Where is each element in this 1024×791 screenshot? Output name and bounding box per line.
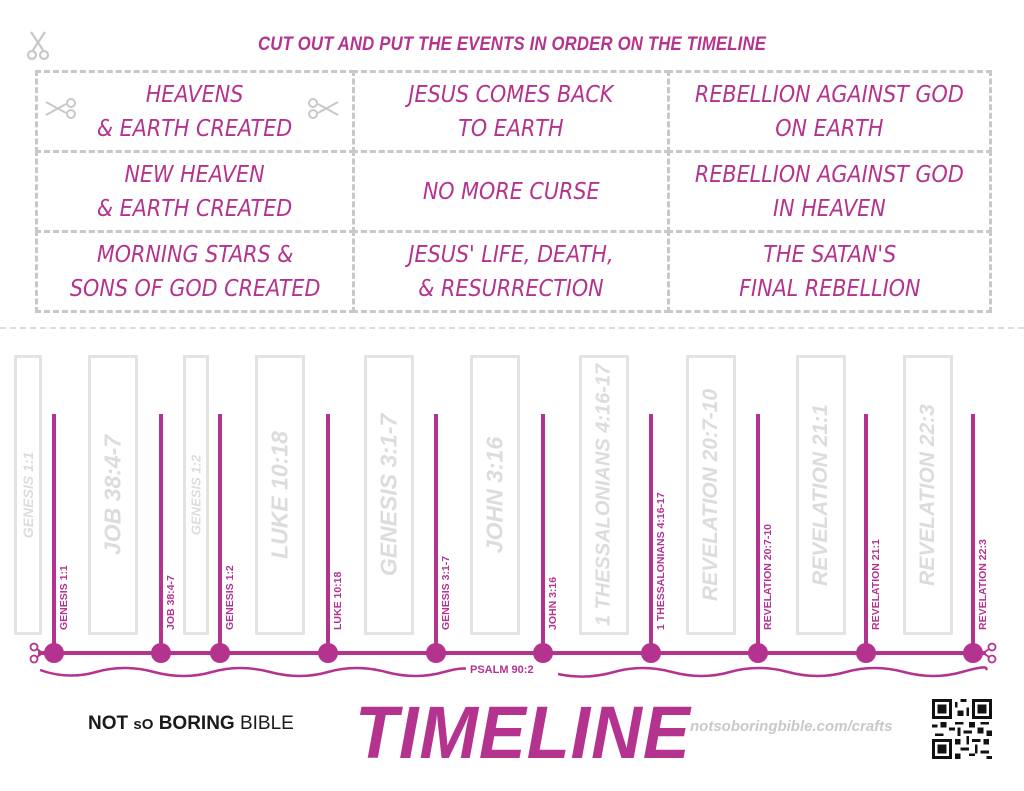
ghost-slot: GENESIS 1:2 [183, 355, 209, 635]
event-card[interactable]: JESUS' LIFE, DEATH, & RESURRECTION [352, 230, 670, 313]
ghost-slot-label: 1 THESSALONIANS 4:16-17 [592, 363, 615, 627]
timeline-ref: GENESIS 3:1-7 [440, 555, 452, 630]
ghost-slot-label: JOHN 3:16 [481, 436, 508, 554]
timeline-dot [426, 643, 446, 663]
psalm-ref: PSALM 90:2 [466, 664, 538, 676]
ghost-slot: REVELATION 22:3 [903, 355, 953, 635]
ghost-slot-label: LUKE 10:18 [266, 431, 293, 559]
instruction-heading: CUT OUT AND PUT THE EVENTS IN ORDER ON T… [257, 34, 767, 55]
event-card-label: NO MORE CURSE [422, 178, 600, 205]
eternity-wave [39, 666, 988, 678]
timeline-ref: REVELATION 21:1 [870, 539, 882, 630]
event-card[interactable]: REBELLION AGAINST GOD ON EARTH [667, 70, 992, 153]
event-card[interactable]: THE SATAN'S FINAL REBELLION [667, 230, 992, 313]
timeline-ref: REVELATION 20:7-10 [762, 524, 774, 630]
ghost-slot: REVELATION 20:7-10 [686, 355, 736, 635]
brand-logo: NOT sO BORING BIBLE [88, 713, 294, 735]
timeline-dot [44, 643, 64, 663]
event-card-label: JESUS' LIFE, DEATH, & RESURRECTION [408, 241, 614, 302]
timeline-dot [533, 643, 553, 663]
brand-not: NOT [88, 713, 129, 734]
timeline-ref: JOB 38:4-7 [165, 575, 177, 630]
brand-boring: BORING [158, 713, 235, 734]
timeline-stem [52, 414, 56, 652]
ghost-slot-label: JOB 38:4-7 [99, 434, 126, 556]
brand-bible: BIBLE [239, 713, 294, 734]
timeline-dot [210, 643, 230, 663]
event-card-label: NEW HEAVEN & EARTH CREATED [97, 161, 293, 222]
timeline-dot [748, 643, 768, 663]
ghost-slot-label: REVELATION 22:3 [916, 404, 939, 586]
event-card-label: HEAVENS & EARTH CREATED [97, 81, 293, 142]
ghost-slot-label: GENESIS 1:2 [188, 454, 204, 536]
timeline-ref: GENESIS 1:1 [58, 565, 70, 630]
event-card[interactable]: REBELLION AGAINST GOD IN HEAVEN [667, 150, 992, 233]
ghost-slot-label: GENESIS 3:1-7 [375, 413, 402, 577]
ghost-slot: 1 THESSALONIANS 4:16-17 [579, 355, 629, 635]
ghost-slot: JOB 38:4-7 [88, 355, 138, 635]
scissors-icon [26, 31, 50, 61]
timeline-dot [318, 643, 338, 663]
timeline-stem [649, 414, 653, 652]
event-card[interactable]: MORNING STARS & SONS OF GOD CREATED [35, 230, 355, 313]
site-url[interactable]: notsoboringbible.com/crafts [690, 718, 893, 735]
event-card-label: JESUS COMES BACK TO EARTH [408, 81, 614, 142]
scissors-icon [29, 642, 44, 664]
qr-code-icon[interactable] [932, 699, 992, 759]
timeline-stem [541, 414, 545, 652]
event-card[interactable]: JESUS COMES BACK TO EARTH [352, 70, 670, 153]
timeline-ref: LUKE 10:18 [332, 571, 344, 630]
scissors-icon [45, 98, 76, 119]
event-card-label: THE SATAN'S FINAL REBELLION [738, 241, 921, 302]
timeline-stem [159, 414, 163, 652]
event-card-label: REBELLION AGAINST GOD IN HEAVEN [695, 161, 964, 222]
event-card-label: REBELLION AGAINST GOD ON EARTH [695, 81, 964, 142]
scissors-icon [308, 98, 339, 119]
event-card[interactable]: NEW HEAVEN & EARTH CREATED [35, 150, 355, 233]
ghost-slot: REVELATION 21:1 [796, 355, 846, 635]
timeline-ref: JOHN 3:16 [547, 576, 559, 630]
timeline-stem [434, 414, 438, 652]
timeline-dot [856, 643, 876, 663]
page-title: TIMELINE [355, 691, 691, 774]
brand-so: sO [133, 716, 154, 733]
ghost-slot: GENESIS 3:1-7 [364, 355, 414, 635]
ghost-slot-label: REVELATION 21:1 [809, 404, 832, 586]
event-card-label: MORNING STARS & SONS OF GOD CREATED [69, 241, 321, 302]
timeline-stem [756, 414, 760, 652]
timeline-stem [218, 414, 222, 652]
timeline-dot [963, 643, 983, 663]
timeline-stem [971, 414, 975, 652]
ghost-slot: LUKE 10:18 [255, 355, 305, 635]
ghost-slot: GENESIS 1:1 [14, 355, 42, 635]
timeline-ref: 1 THESSALONIANS 4:16-17 [655, 492, 667, 630]
timeline-dot [641, 643, 661, 663]
timeline-ref: GENESIS 1:2 [224, 565, 236, 630]
ghost-slot: JOHN 3:16 [470, 355, 520, 635]
scissors-icon [982, 642, 997, 664]
timeline-stem [864, 414, 868, 652]
timeline-dot [151, 643, 171, 663]
timeline-axis [38, 651, 986, 655]
event-card[interactable]: NO MORE CURSE [352, 150, 670, 233]
timeline-ref: REVELATION 22:3 [977, 539, 989, 630]
cut-line [0, 327, 1024, 329]
ghost-slot-label: REVELATION 20:7-10 [699, 389, 722, 601]
timeline-stem [326, 414, 330, 652]
ghost-slot-label: GENESIS 1:1 [20, 451, 36, 539]
